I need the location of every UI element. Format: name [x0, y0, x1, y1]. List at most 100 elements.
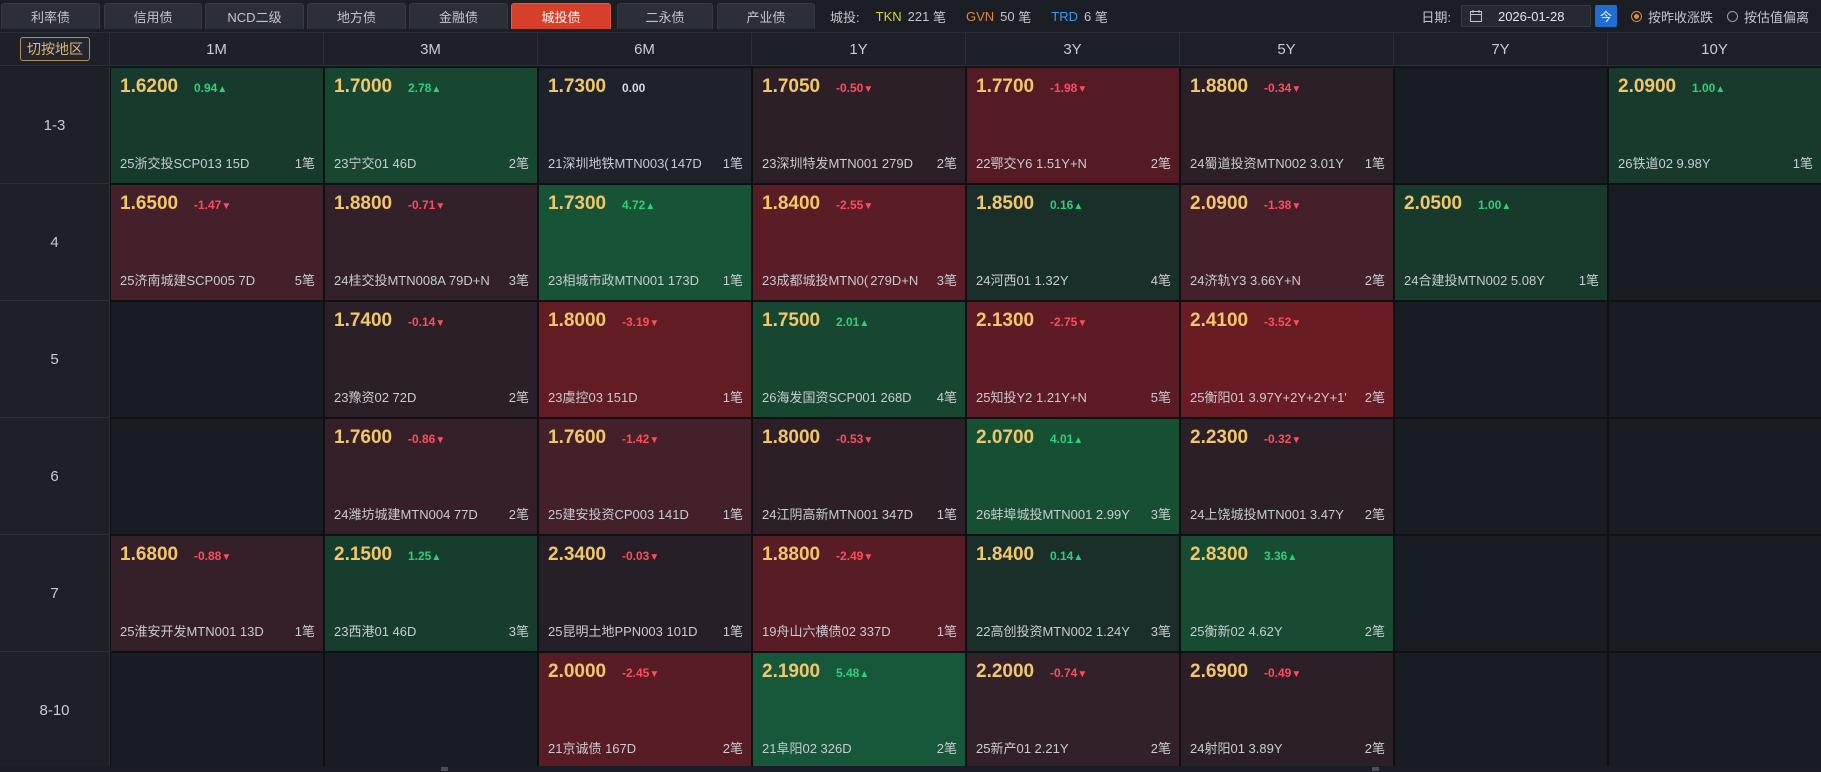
quote-cell[interactable]: 2.2000 -0.74▼ 25新产01 2.21Y 2笔: [966, 652, 1180, 769]
quote-cell[interactable]: 1.7600 -0.86▼ 24潍坊城建MTN004 77D 2笔: [324, 418, 538, 535]
quote-cell[interactable]: 2.0700 4.01▲ 26蚌埠城投MTN001 2.99Y 3笔: [966, 418, 1180, 535]
yield-value: 1.6800: [120, 544, 179, 565]
change-value: -2.45: [622, 666, 650, 680]
quote-cell[interactable]: 2.0900 1.00▲ 26铁道02 9.98Y 1笔: [1608, 67, 1821, 184]
change-value: -0.14: [408, 315, 436, 329]
tab-2[interactable]: NCD二级: [205, 3, 304, 29]
bond-code: 23西港01 46D: [334, 624, 417, 639]
quote-cell[interactable]: 1.6200 0.94▲ 25浙交投SCP013 15D 1笔: [110, 67, 324, 184]
quote-cell[interactable]: 2.8300 3.36▲ 25衡新02 4.62Y 2笔: [1180, 535, 1394, 652]
trade-count: 3笔: [1150, 507, 1171, 522]
tab-0[interactable]: 利率债: [1, 3, 100, 29]
quote-cell[interactable]: 1.6800 -0.88▼ 25淮安开发MTN001 13D 1笔: [110, 535, 324, 652]
top-toolbar: 利率债 信用债 NCD二级 地方债 金融债 城投债 二永债 产业债 城投: TKN 221 笔…: [0, 0, 1821, 33]
trade-count: 2笔: [722, 741, 743, 756]
column-header-10y[interactable]: 10Y: [1608, 33, 1821, 66]
quote-cell[interactable]: 1.7400 -0.14▼ 23豫资02 72D 2笔: [324, 301, 538, 418]
column-header-7y[interactable]: 7Y: [1394, 33, 1608, 66]
up-arrow-icon: ▲: [1073, 552, 1084, 563]
tab-1[interactable]: 信用债: [104, 3, 202, 29]
tab-6[interactable]: 二永债: [617, 3, 713, 29]
yield-value: 2.8300: [1190, 544, 1249, 565]
change-badge: 5.48▲: [836, 666, 869, 680]
quote-cell[interactable]: 1.8000 -0.53▼ 24江阴高新MTN001 347D 1笔: [752, 418, 966, 535]
scroll-grip-left[interactable]: [441, 767, 448, 771]
yield-value: 1.8400: [976, 544, 1035, 565]
radio-label: 按昨收涨跌: [1647, 9, 1713, 25]
quote-cell[interactable]: 1.8800 -0.34▼ 24蜀道投资MTN002 3.01Y 1笔: [1180, 67, 1394, 184]
column-header-6m[interactable]: 6M: [538, 33, 752, 66]
trade-count: 2笔: [1150, 741, 1171, 756]
quote-cell[interactable]: 1.7300 0.00 21深圳地铁MTN003(147D 1笔: [538, 67, 752, 184]
bond-code: 26铁道02 9.98Y: [1618, 156, 1711, 171]
quote-cell[interactable]: 1.7300 4.72▲ 23相城市政MTN001 173D 1笔: [538, 184, 752, 301]
quote-cell[interactable]: 2.0900 -1.38▼ 24济轨Y3 3.66Y+N 2笔: [1180, 184, 1394, 301]
change-badge: 1.25▲: [408, 549, 441, 563]
quote-cell[interactable]: 1.8800 -2.49▼ 19舟山六横债02 337D 1笔: [752, 535, 966, 652]
change-badge: 0.94▲: [194, 81, 227, 95]
empty-cell: [1394, 535, 1608, 652]
quote-cell[interactable]: 1.7600 -1.42▼ 25建安投资CP003 141D 1笔: [538, 418, 752, 535]
source-trd-unit: 笔: [1094, 9, 1108, 25]
quote-cell[interactable]: 2.4100 -3.52▼ 25衡阳01 3.97Y+2Y+2Y+1' 2笔: [1180, 301, 1394, 418]
quote-cell[interactable]: 1.7700 -1.98▼ 22鄂交Y6 1.51Y+N 2笔: [966, 67, 1180, 184]
tab-4[interactable]: 金融债: [409, 3, 508, 29]
column-header-5y[interactable]: 5Y: [1180, 33, 1394, 66]
scroll-grip-right[interactable]: [1372, 767, 1379, 771]
change-value: 0.14: [1050, 549, 1074, 563]
source-trd-code: TRD: [1051, 8, 1078, 24]
change-value: -2.55: [836, 198, 864, 212]
tab-7[interactable]: 产业债: [717, 3, 815, 29]
quote-cell[interactable]: 2.1900 5.48▲ 21阜阳02 326D 2笔: [752, 652, 966, 769]
bond-code: 19舟山六横债02 337D: [762, 624, 891, 639]
bond-code: 24江阴高新MTN001 347D: [762, 507, 913, 522]
quote-cell[interactable]: 2.0000 -2.45▼ 21京诚债 167D 2笔: [538, 652, 752, 769]
quote-cell[interactable]: 1.7050 -0.50▼ 23深圳特发MTN001 279D 2笔: [752, 67, 966, 184]
change-badge: -3.52▼: [1264, 315, 1301, 329]
column-header-3m[interactable]: 3M: [324, 33, 538, 66]
quote-cell[interactable]: 1.8400 -2.55▼ 23成都城投MTN0(279D+N 3笔: [752, 184, 966, 301]
change-value: 0.94: [194, 81, 218, 95]
quote-cell[interactable]: 2.2300 -0.32▼ 24上饶城投MTN001 3.47Y 2笔: [1180, 418, 1394, 535]
radio-by-valuation-dev[interactable]: 按估值偏离: [1726, 7, 1809, 26]
change-value: -0.74: [1050, 666, 1078, 680]
tab-5[interactable]: 城投债: [511, 3, 611, 29]
date-picker[interactable]: 2026-01-28: [1460, 5, 1591, 27]
quote-cell[interactable]: 2.1500 1.25▲ 23西港01 46D 3笔: [324, 535, 538, 652]
today-button[interactable]: 今: [1594, 5, 1617, 27]
horizontal-scrollbar[interactable]: [0, 766, 1821, 772]
yield-value: 2.4100: [1190, 310, 1249, 331]
quote-cell[interactable]: 1.8000 -3.19▼ 23虞控03 151D 1笔: [538, 301, 752, 418]
bond-name: 24河西01 1.32Y: [976, 270, 1069, 289]
down-arrow-icon: ▼: [435, 201, 446, 212]
quote-cell[interactable]: 2.0500 1.00▲ 24合建投MTN002 5.08Y 1笔: [1394, 184, 1608, 301]
change-badge: -0.14▼: [408, 315, 445, 329]
bond-name: 22鄂交Y6 1.51Y+N: [976, 153, 1087, 172]
quote-cell[interactable]: 2.1300 -2.75▼ 25知投Y2 1.21Y+N 5笔: [966, 301, 1180, 418]
column-header-3y[interactable]: 3Y: [966, 33, 1180, 66]
tab-3[interactable]: 地方债: [307, 3, 406, 29]
bond-name: 25知投Y2 1.21Y+N: [976, 387, 1087, 406]
quote-cell[interactable]: 1.6500 -1.47▼ 25济南城建SCP005 7D 5笔: [110, 184, 324, 301]
change-badge: -1.38▼: [1264, 198, 1301, 212]
row-header: 8-10: [0, 652, 110, 769]
source-tkn-unit: 笔: [932, 9, 946, 25]
quote-cell[interactable]: 2.6900 -0.49▼ 24射阳01 3.89Y 2笔: [1180, 652, 1394, 769]
bond-code: 24射阳01 3.89Y: [1190, 741, 1283, 756]
down-arrow-icon: ▼: [863, 84, 874, 95]
switch-region-button[interactable]: 切按地区: [20, 37, 90, 61]
quote-cell[interactable]: 1.7500 2.01▲ 26海发国资SCP001 268D 4笔: [752, 301, 966, 418]
quote-cell[interactable]: 1.8400 0.14▲ 22高创投资MTN002 1.24Y 3笔: [966, 535, 1180, 652]
down-arrow-icon: ▼: [649, 552, 660, 563]
quote-cell[interactable]: 1.8500 0.16▲ 24河西01 1.32Y 4笔: [966, 184, 1180, 301]
radio-by-prev-close[interactable]: 按昨收涨跌: [1630, 7, 1713, 26]
quote-cell[interactable]: 1.7000 2.78▲ 23宁交01 46D 2笔: [324, 67, 538, 184]
quote-cell[interactable]: 2.3400 -0.03▼ 25昆明土地PPN003 101D 1笔: [538, 535, 752, 652]
bond-code: 23虞控03 151D: [548, 390, 638, 405]
column-header-1m[interactable]: 1M: [110, 33, 324, 66]
quote-cell[interactable]: 1.8800 -0.71▼ 24桂交投MTN008A 79D+N 3笔: [324, 184, 538, 301]
change-value: -0.49: [1264, 666, 1292, 680]
column-header-1y[interactable]: 1Y: [752, 33, 966, 66]
up-arrow-icon: ▲: [645, 201, 656, 212]
yield-value: 2.0000: [548, 661, 607, 682]
